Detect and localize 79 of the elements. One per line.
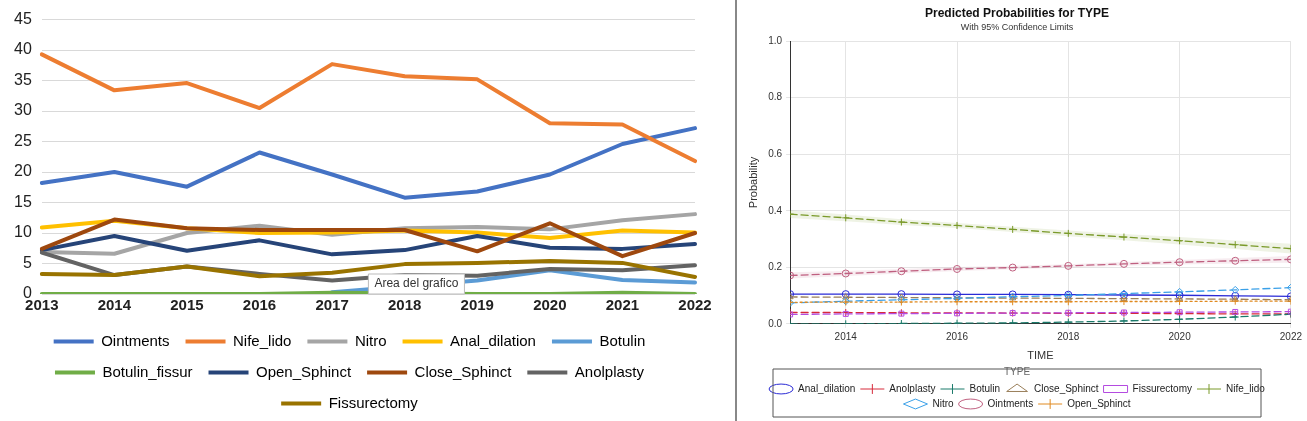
legend-label: Botulin xyxy=(969,382,1001,394)
point xyxy=(1064,261,1073,270)
x-tick-label: 2017 xyxy=(315,296,349,314)
point xyxy=(841,269,850,278)
x-tick-label: 2022 xyxy=(678,296,712,314)
point xyxy=(1231,285,1240,294)
legend-label: Ointments xyxy=(987,397,1034,409)
point xyxy=(1008,263,1017,272)
point xyxy=(953,264,962,273)
legend-label: Anolplasty xyxy=(889,382,936,394)
x-tick-label: 2020 xyxy=(1168,330,1192,342)
y-tick-label: 0.6 xyxy=(768,147,783,159)
y-tick-label: 0.4 xyxy=(768,204,783,216)
point xyxy=(1231,240,1240,249)
point xyxy=(1119,233,1128,242)
point xyxy=(1175,287,1184,296)
legend-label: Anal_dilation xyxy=(798,382,856,394)
legend-label: Close_Sphinct xyxy=(1034,382,1099,394)
x-tick-label: 2014 xyxy=(834,330,858,342)
point xyxy=(1231,313,1240,322)
legend-title: TYPE xyxy=(1003,365,1031,377)
y-tick-label: 5 xyxy=(22,253,32,271)
legend-label: Fissurectomy xyxy=(1132,382,1192,394)
y-axis-title: Probability xyxy=(746,156,759,209)
legend-label: Botulin_fissur xyxy=(102,362,193,380)
x-tick-label: 2015 xyxy=(170,296,204,314)
point xyxy=(841,213,850,222)
legend-label: Nitro xyxy=(932,397,955,409)
y-tick-label: 40 xyxy=(14,40,32,58)
y-tick-label: 25 xyxy=(14,131,32,149)
point xyxy=(1119,259,1128,268)
point xyxy=(1231,256,1240,265)
legend-label: Nife_lido xyxy=(233,331,292,349)
y-tick-label: 0.2 xyxy=(768,261,783,273)
x-tick-label: 2019 xyxy=(460,296,494,314)
chart-subtitle: With 95% Confidence Limits xyxy=(960,22,1074,33)
point xyxy=(1175,236,1184,245)
legend-label: Anal_dilation xyxy=(450,331,536,349)
point xyxy=(1175,315,1184,324)
x-axis-title: TIME xyxy=(1027,349,1054,362)
legend-label: Open_Sphinct xyxy=(256,362,352,380)
legend-label: Anolplasty xyxy=(574,362,645,380)
point xyxy=(1064,229,1073,238)
point xyxy=(1008,297,1017,306)
x-tick-label: 2014 xyxy=(97,296,132,314)
point xyxy=(1231,295,1239,302)
legend-label: Nitro xyxy=(354,331,387,349)
point xyxy=(1175,258,1184,267)
x-tick-label: 2018 xyxy=(1057,330,1080,342)
chart-title: Predicted Probabilities for TYPE xyxy=(924,5,1110,20)
y-tick-label: 0.0 xyxy=(768,317,783,329)
y-tick-label: 1.0 xyxy=(768,34,783,46)
x-tick-label: 2021 xyxy=(605,296,640,314)
legend-label: Nife_lido xyxy=(1226,382,1266,394)
y-tick-label: 10 xyxy=(14,223,32,241)
legend-label: Close_Sphinct xyxy=(414,362,513,380)
y-tick-label: 20 xyxy=(14,162,32,180)
y-tick-label: 0.8 xyxy=(768,91,783,103)
x-tick-label: 2016 xyxy=(242,296,277,314)
point xyxy=(1119,316,1128,324)
legend-label: Open_Sphinct xyxy=(1067,397,1131,409)
x-tick-label: 2022 xyxy=(1279,330,1303,342)
y-tick-label: 35 xyxy=(14,70,32,88)
legend-label: Fissurectomy xyxy=(328,393,419,411)
y-tick-label: 30 xyxy=(14,101,32,119)
point xyxy=(1008,225,1017,234)
legend-label: Ointments xyxy=(101,331,170,349)
point xyxy=(1231,297,1240,306)
point xyxy=(953,221,962,230)
point xyxy=(897,218,906,227)
point xyxy=(1064,297,1073,306)
y-tick-label: 15 xyxy=(14,192,32,210)
x-tick-label: 2018 xyxy=(388,296,422,314)
y-tick-label: 45 xyxy=(14,10,32,28)
x-tick-label: 2020 xyxy=(533,296,567,314)
annotation: Area del grafico xyxy=(374,276,459,291)
x-tick-label: 2016 xyxy=(945,330,969,342)
legend-label: Botulin xyxy=(599,331,646,349)
point xyxy=(897,267,906,276)
